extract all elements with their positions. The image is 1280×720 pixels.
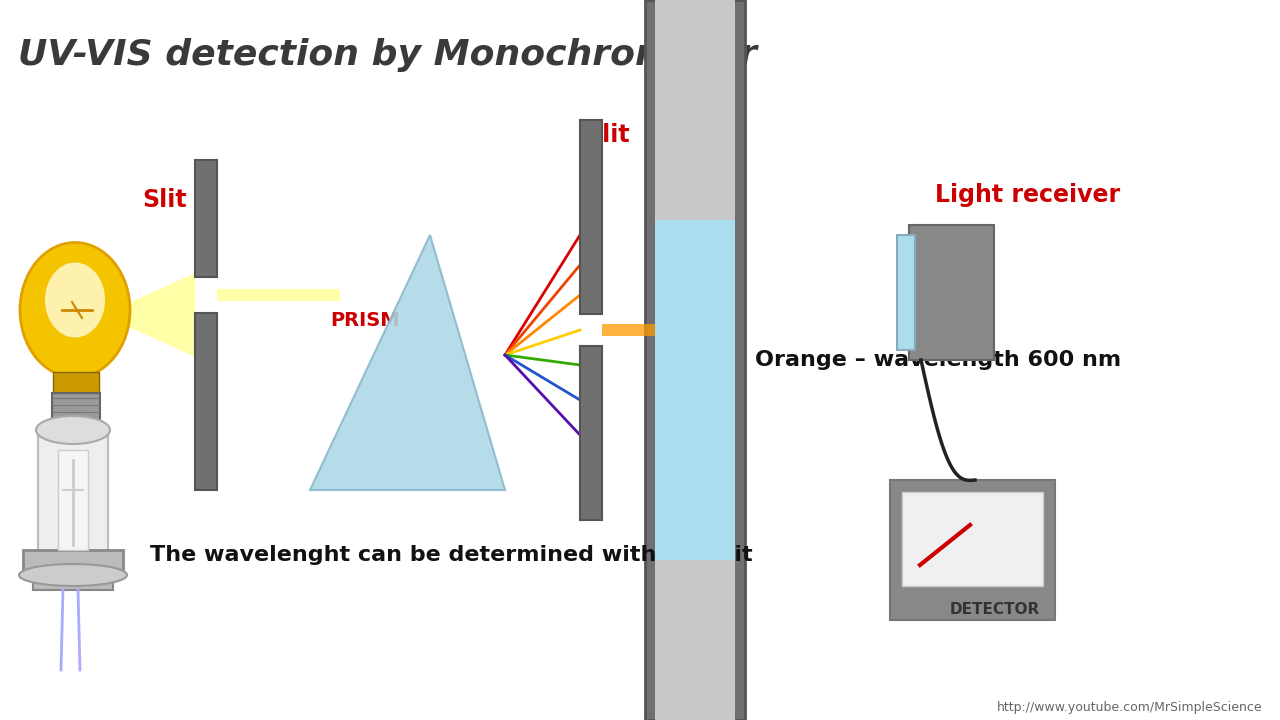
Polygon shape: [38, 430, 108, 570]
Bar: [655, 0, 735, 220]
Polygon shape: [310, 235, 506, 490]
Bar: [902, 492, 1043, 586]
Bar: [655, 220, 735, 560]
Text: DETECTOR: DETECTOR: [950, 603, 1039, 618]
Bar: [602, 324, 655, 336]
Bar: [58, 450, 88, 550]
Bar: [195, 160, 218, 277]
Ellipse shape: [45, 263, 105, 338]
Text: http://www.youtube.com/MrSimpleScience: http://www.youtube.com/MrSimpleScience: [996, 701, 1262, 714]
Ellipse shape: [20, 243, 131, 377]
Bar: [655, 560, 735, 720]
Bar: [897, 235, 915, 350]
Text: Slit: Slit: [142, 188, 187, 212]
Bar: [195, 313, 218, 490]
Bar: [52, 393, 100, 438]
Polygon shape: [120, 273, 195, 357]
Polygon shape: [218, 289, 340, 301]
Bar: [909, 225, 995, 360]
Text: The wavelenght can be determined with the slit: The wavelenght can be determined with th…: [150, 545, 753, 565]
Bar: [580, 120, 602, 314]
Bar: [33, 575, 113, 590]
Text: Light receiver: Light receiver: [934, 183, 1120, 207]
Bar: [890, 480, 1055, 620]
Text: Slit: Slit: [585, 123, 630, 147]
Text: Orange – wavelength 600 nm: Orange – wavelength 600 nm: [755, 350, 1121, 370]
Ellipse shape: [19, 564, 127, 586]
Bar: [52, 372, 99, 394]
Bar: [23, 550, 123, 575]
Text: PRISM: PRISM: [330, 310, 399, 330]
Bar: [580, 346, 602, 520]
Text: UV-VIS detection by Monochromator: UV-VIS detection by Monochromator: [18, 38, 756, 72]
Ellipse shape: [36, 416, 110, 444]
Bar: [645, 0, 745, 720]
